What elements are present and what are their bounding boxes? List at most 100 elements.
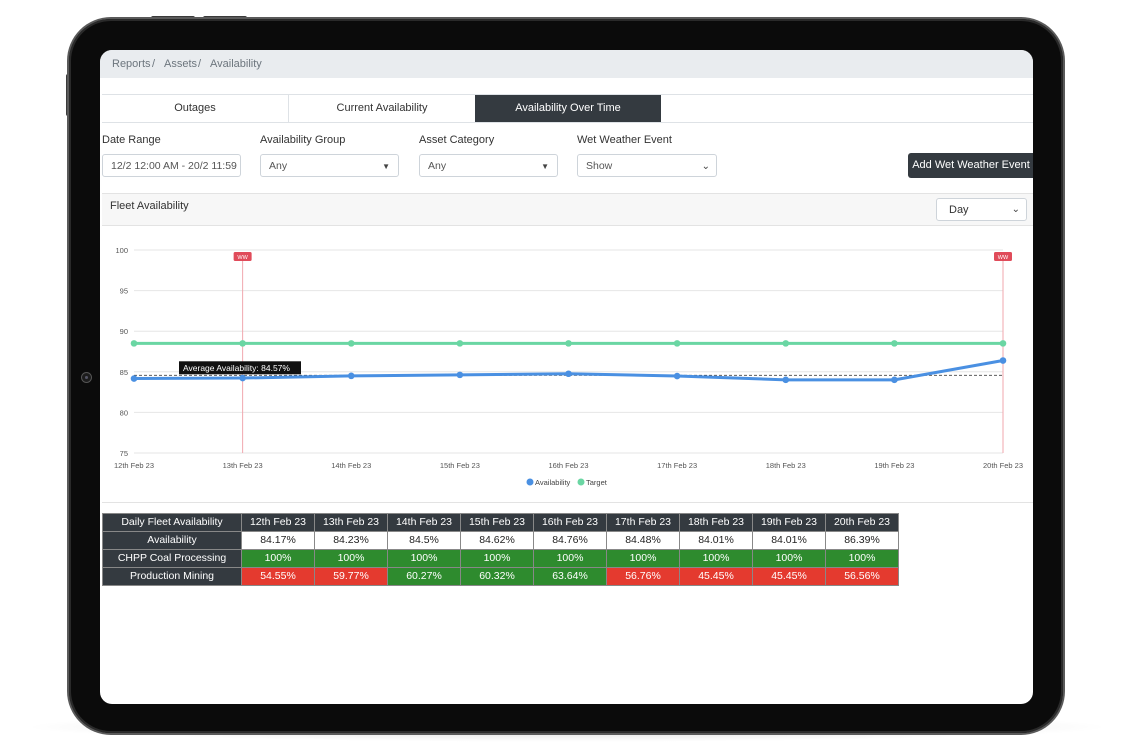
table-cell: 100% <box>679 549 753 568</box>
table-row-label: CHPP Coal Processing <box>102 549 242 568</box>
table-date-header: 16th Feb 23 <box>533 513 607 532</box>
tab-bar: Outages Current Availability Availabilit… <box>102 94 1033 123</box>
table-cell: 56.56% <box>825 567 899 586</box>
asset-category-label: Asset Category <box>419 134 495 146</box>
x-tick-label: 12th Feb 23 <box>114 461 154 470</box>
data-point-availability <box>130 375 138 382</box>
table-date-header: 20th Feb 23 <box>825 513 899 532</box>
table-date-header: 12th Feb 23 <box>241 513 315 532</box>
chart-card-header: Fleet Availability Day ⌄ <box>102 193 1033 226</box>
x-tick-label: 19th Feb 23 <box>874 461 914 470</box>
date-range-input[interactable]: 12/2 12:00 AM - 20/2 11:59 <box>102 154 241 177</box>
caret-down-icon: ▼ <box>382 162 390 171</box>
table-cell: 56.76% <box>606 567 680 586</box>
caret-down-icon: ▼ <box>541 162 549 171</box>
table-cell: 100% <box>387 549 461 568</box>
table-cell: 63.64% <box>533 567 607 586</box>
breadcrumb-separator: / <box>152 58 156 70</box>
table-cell: 100% <box>241 549 315 568</box>
table-date-header: 13th Feb 23 <box>314 513 388 532</box>
data-point-availability <box>891 376 898 384</box>
data-point-target <box>130 340 138 347</box>
table-cell: 86.39% <box>825 531 899 550</box>
table-row-label: Production Mining <box>102 567 242 586</box>
card-border <box>102 502 1033 503</box>
asset-category-select[interactable]: Any ▼ <box>419 154 558 177</box>
camera-icon <box>82 373 91 382</box>
data-point-availability <box>347 372 355 380</box>
legend-marker-target <box>577 478 585 486</box>
data-point-availability <box>565 370 572 378</box>
data-point-target <box>239 340 246 347</box>
table-row-label: Availability <box>102 531 242 550</box>
breadcrumb-separator: / <box>198 58 202 70</box>
add-wet-weather-event-button[interactable]: Add Wet Weather Event <box>908 153 1033 178</box>
table-header-row: Daily Fleet Availability 12th Feb 23 13th … <box>102 513 899 532</box>
daily-fleet-availability-table: Daily Fleet Availability 12th Feb 23 13th … <box>102 513 899 586</box>
table-cell: 84.01% <box>752 531 826 550</box>
availability-group-label: Availability Group <box>260 134 346 146</box>
x-tick-label: 13th Feb 23 <box>223 461 263 470</box>
table-cell: 84.23% <box>314 531 388 550</box>
data-point-availability <box>999 357 1007 364</box>
breadcrumb-reports[interactable]: Reports <box>112 58 151 70</box>
table-cell: 100% <box>460 549 534 568</box>
table-title-cell: Daily Fleet Availability <box>102 513 242 532</box>
y-tick-label: 90 <box>120 327 128 336</box>
average-label: Average Availability: 84.57% <box>183 363 290 373</box>
x-tick-label: 17th Feb 23 <box>657 461 697 470</box>
table-row: CHPP Coal Processing 100% 100% 100% 100% 100%… <box>102 549 899 568</box>
wet-weather-event-value: Show <box>586 160 613 172</box>
x-tick-label: 16th Feb 23 <box>548 461 588 470</box>
table-date-header: 15th Feb 23 <box>460 513 534 532</box>
data-point-target <box>782 340 790 347</box>
table-cell: 100% <box>825 549 899 568</box>
period-select[interactable]: Day ⌄ <box>936 198 1027 221</box>
table-cell: 84.76% <box>533 531 607 550</box>
table-cell: 45.45% <box>752 567 826 586</box>
table-date-header: 17th Feb 23 <box>606 513 680 532</box>
table-row: Availability 84.17% 84.23% 84.5% 84.62% 84.76… <box>102 531 899 550</box>
tab-availability-over-time[interactable]: Availability Over Time <box>475 95 661 122</box>
asset-category-value: Any <box>428 160 447 172</box>
availability-group-select[interactable]: Any ▼ <box>260 154 399 177</box>
y-tick-label: 100 <box>115 246 128 255</box>
table-cell: 60.27% <box>387 567 461 586</box>
breadcrumb-availability: Availability <box>210 58 262 70</box>
table-cell: 100% <box>752 549 826 568</box>
y-tick-label: 80 <box>120 408 128 417</box>
table-row: Production Mining 54.55% 59.77% 60.27% 60.32… <box>102 567 899 586</box>
breadcrumb-assets[interactable]: Assets <box>164 58 198 70</box>
table-cell: 84.48% <box>606 531 680 550</box>
data-point-target <box>999 340 1007 347</box>
table-cell: 54.55% <box>241 567 315 586</box>
data-point-availability <box>673 372 681 380</box>
x-tick-label: 20th Feb 23 <box>983 461 1023 470</box>
data-point-target <box>891 340 898 347</box>
y-tick-label: 85 <box>120 368 128 377</box>
screen: Reports / Assets / Availability Outages … <box>100 50 1033 704</box>
table-date-header: 14th Feb 23 <box>387 513 461 532</box>
event-marker-badge <box>233 252 252 261</box>
table-cell: 100% <box>606 549 680 568</box>
tab-current-availability[interactable]: Current Availability <box>336 102 428 114</box>
data-point-availability <box>456 371 464 379</box>
y-tick-label: 75 <box>120 449 128 458</box>
table-cell: 84.5% <box>387 531 461 550</box>
table-cell: 45.45% <box>679 567 753 586</box>
table-date-header: 18th Feb 23 <box>679 513 753 532</box>
device-side-button <box>66 74 71 116</box>
data-point-target <box>347 340 355 347</box>
legend-label-target: Target <box>586 478 608 487</box>
table-cell: 84.62% <box>460 531 534 550</box>
wet-weather-event-select[interactable]: Show ⌄ <box>577 154 717 177</box>
event-marker-label: WW <box>237 255 248 261</box>
event-marker-label: WW <box>998 255 1009 261</box>
availability-group-value: Any <box>269 160 288 172</box>
data-point-target <box>565 340 572 347</box>
legend-marker-availability <box>526 478 534 486</box>
table-cell: 100% <box>314 549 388 568</box>
x-tick-label: 14th Feb 23 <box>331 461 371 470</box>
tab-outages[interactable]: Outages <box>102 95 289 122</box>
data-point-target <box>673 340 681 347</box>
